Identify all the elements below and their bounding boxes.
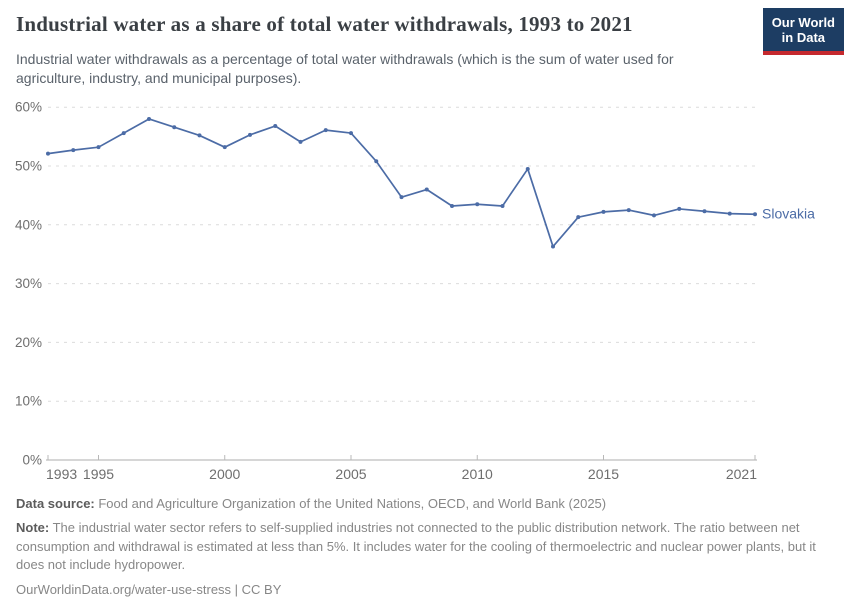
data-point bbox=[500, 203, 505, 208]
citation-line: OurWorldinData.org/water-use-stress | CC… bbox=[16, 581, 282, 597]
data-point bbox=[222, 145, 227, 150]
data-point bbox=[46, 151, 50, 156]
data-point bbox=[424, 187, 429, 192]
data-point bbox=[399, 195, 404, 200]
data-point bbox=[172, 125, 177, 130]
owid-logo-line2: in Data bbox=[781, 30, 826, 46]
x-tick-label: 1993 bbox=[46, 466, 77, 482]
y-tick-label: 0% bbox=[22, 453, 42, 468]
y-tick-label: 30% bbox=[15, 276, 42, 291]
data-point bbox=[551, 244, 555, 249]
x-tick-label: 2010 bbox=[462, 466, 493, 482]
y-tick-label: 60% bbox=[15, 100, 42, 115]
page-title: Industrial water as a share of total wat… bbox=[16, 12, 633, 36]
data-point bbox=[626, 208, 631, 213]
data-point bbox=[323, 128, 328, 133]
y-tick-label: 50% bbox=[15, 159, 42, 174]
chart-subtitle: Industrial water withdrawals as a percen… bbox=[16, 51, 674, 87]
y-tick-label: 10% bbox=[15, 394, 42, 409]
data-point bbox=[349, 131, 353, 136]
series-end-label[interactable]: Slovakia bbox=[762, 206, 815, 222]
data-point bbox=[273, 124, 278, 129]
data-point bbox=[450, 203, 454, 208]
data-point bbox=[197, 133, 202, 138]
data-point bbox=[121, 131, 126, 136]
data-point bbox=[96, 145, 101, 150]
data-point bbox=[298, 139, 303, 144]
owid-logo-line1: Our World bbox=[771, 15, 835, 30]
x-tick-label: 2021 bbox=[726, 466, 757, 482]
note-line: Note: The industrial water sector refers… bbox=[16, 519, 834, 574]
data-point bbox=[71, 148, 76, 153]
x-tick-label: 1995 bbox=[83, 466, 114, 482]
note-text: The industrial water sector refers to se… bbox=[16, 520, 816, 573]
owid-logo: Our World in Data bbox=[762, 8, 844, 55]
y-tick-label: 20% bbox=[15, 335, 42, 350]
data-line bbox=[47, 118, 756, 248]
note-label: Note: bbox=[16, 520, 50, 536]
data-point bbox=[753, 212, 757, 217]
data-point bbox=[475, 202, 480, 207]
x-tick-label: 2015 bbox=[588, 466, 619, 482]
data-source-text: Food and Agriculture Organization of the… bbox=[94, 496, 607, 511]
data-point bbox=[576, 215, 581, 220]
data-source-line: Data source: Food and Agriculture Organi… bbox=[16, 495, 834, 513]
x-tick-label: 2000 bbox=[209, 466, 240, 482]
data-source-label: Data source: bbox=[16, 496, 95, 511]
y-tick-label: 40% bbox=[15, 217, 42, 232]
data-point bbox=[248, 132, 252, 137]
data-point bbox=[601, 209, 606, 214]
data-point bbox=[727, 211, 732, 216]
chart-footer: Data source: Food and Agriculture Organi… bbox=[16, 495, 834, 605]
x-tick-label: 2005 bbox=[335, 466, 366, 482]
data-point bbox=[702, 209, 707, 214]
data-point bbox=[677, 206, 682, 211]
line-chart: 0% 10% 20% 30% 40% 50% 60% 1993 1995 2000 2005 2010… bbox=[15, 100, 815, 482]
data-point bbox=[652, 213, 656, 218]
data-point bbox=[525, 166, 530, 171]
data-point bbox=[147, 116, 151, 121]
data-point bbox=[374, 159, 379, 164]
